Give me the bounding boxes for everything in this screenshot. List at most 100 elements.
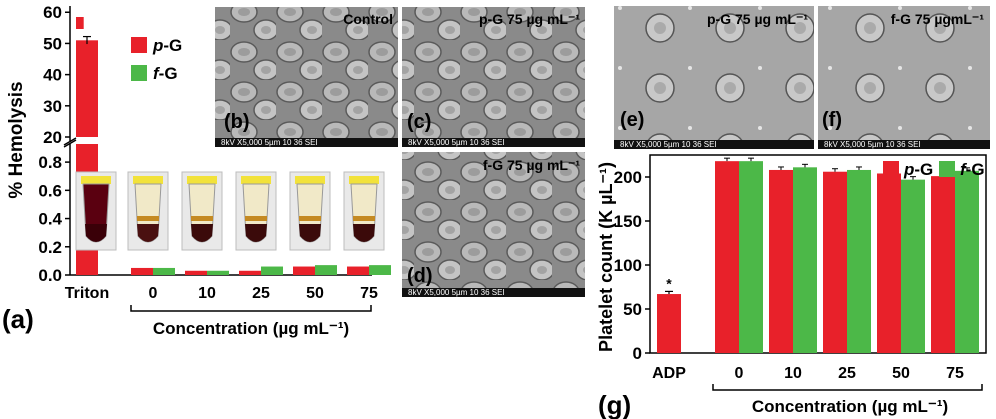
sem-scale-bar: 8kV X5,000 5µm 10 36 SEI: [824, 140, 921, 149]
test-tube-photo: [75, 171, 117, 251]
tube-pellet: [191, 224, 213, 242]
plot-frame: [649, 154, 987, 354]
x-bracket: [130, 305, 372, 312]
bar-f-G-10: [793, 167, 817, 353]
bar-f-G-25: [261, 266, 283, 275]
x-tick-label: 25: [252, 285, 270, 302]
y-tick-label: 0.0: [38, 266, 62, 285]
sem-caption: p-G 75 µg mL⁻¹: [479, 11, 580, 27]
y-tick-label: 0.6: [38, 181, 62, 200]
sem-caption: p-G 75 µg mL⁻¹: [707, 11, 808, 27]
sem-image-platelet-fG: 8kV X5,000 5µm 10 36 SEI f-G 75 µgmL⁻¹ (…: [818, 6, 990, 149]
panel-label-g: (g): [598, 390, 631, 419]
test-tube-photo: [181, 171, 223, 251]
sem-scale-bar: 8kV X5,000 5µm 10 36 SEI: [221, 138, 318, 147]
x-tick-label: 10: [784, 365, 802, 382]
bar-p-G-50: [877, 173, 901, 353]
y-tick-label: 100: [614, 256, 642, 275]
bar-f-G-50: [901, 179, 925, 353]
sem-image-platelet-pG: 8kV X5,000 5µm 10 36 SEI p-G 75 µg mL⁻¹ …: [614, 6, 814, 149]
bar-f-G-10: [207, 270, 229, 275]
tube-cap: [349, 176, 379, 184]
tube-pellet: [85, 224, 107, 242]
bar-ADP: [657, 294, 681, 353]
axis-break-mark: [63, 139, 77, 148]
panel-label-d: (d): [407, 265, 433, 287]
bar-f-G-75: [955, 170, 979, 353]
x-tick-label: 75: [946, 365, 964, 382]
sem-image-pG: 8kV X5,000 5µm 10 36 SEI p-G 75 µg mL⁻¹ …: [402, 7, 585, 147]
x-tick-label-triton: Triton: [65, 285, 109, 302]
tube-pellet: [299, 224, 321, 242]
legend-label: p-G: [152, 36, 182, 55]
y-tick-label: 50: [43, 34, 62, 53]
tube-pellet: [245, 224, 267, 242]
y-tick-label: 0: [633, 344, 642, 363]
bar-p-G-10: [769, 169, 793, 353]
test-tube-photo: [289, 171, 331, 251]
axis-break-mark: [63, 137, 77, 146]
x-axis-label: Concentration (µg mL⁻¹): [752, 397, 948, 416]
y-tick-label: 150: [614, 212, 642, 231]
x-tick-label: 10: [198, 285, 216, 302]
x-tick-label: 50: [306, 285, 324, 302]
tube-supernatant: [353, 216, 375, 221]
x-axis-label: Concentration (µg mL⁻¹): [153, 319, 349, 338]
bar-p-G-0: [715, 161, 739, 353]
test-tube-photo: [235, 171, 277, 251]
bar-p-G-25: [239, 270, 261, 275]
bar-f-G-0: [153, 267, 175, 275]
legend-label: p-G: [903, 160, 933, 179]
hemolysis-chart: 0.0 0.2 0.4 0.6 0.8 20 30 40 50 60 % Hemolysis Trit…: [2, 3, 391, 338]
panel-label-a: (a): [2, 304, 34, 334]
tube-cap: [241, 176, 271, 184]
sem-image-fG: 8kV X5,000 5µm 10 36 SEI f-G 75 µg mL⁻¹ …: [402, 152, 585, 297]
y-tick-label: 30: [43, 97, 62, 116]
legend-label: f-G: [153, 64, 178, 83]
bar-f-G-75: [369, 265, 391, 275]
bar-triton: [76, 40, 98, 137]
panel-label-b: (b): [224, 111, 250, 133]
x-tick-label: 0: [149, 285, 158, 302]
tube-pellet: [353, 224, 375, 242]
bar-p-G-0: [131, 267, 153, 275]
sem-caption: f-G 75 µg mL⁻¹: [483, 157, 580, 173]
x-tick-label: 75: [360, 285, 378, 302]
bar-p-G-75: [347, 266, 369, 275]
legend-label: f-G: [960, 160, 985, 179]
sem-scale-bar: 8kV X5,000 5µm 10 36 SEI: [408, 138, 505, 147]
y-tick-label: 50: [623, 300, 642, 319]
tube-supernatant: [137, 216, 159, 221]
x-bracket: [712, 384, 983, 391]
bar-triton-top: [76, 17, 84, 29]
sem-caption: Control: [343, 11, 393, 27]
x-tick-label: 50: [892, 365, 910, 382]
y-tick-label: 0.2: [38, 238, 62, 257]
bar-f-G-25: [847, 169, 871, 353]
y-tick-label: 0.4: [38, 210, 62, 229]
tube-supernatant: [245, 216, 267, 221]
legend-swatch: [939, 161, 955, 177]
bar-p-G-25: [823, 171, 847, 353]
y-tick-label: 60: [43, 3, 62, 22]
y-tick-label: 0.8: [38, 153, 62, 172]
sem-image-control: 8kV X5,000 5µm 10 36 SEI Control (b): [215, 7, 398, 147]
panel-label-e: (e): [620, 109, 644, 131]
test-tube-photo: [343, 171, 385, 251]
y-tick-label: 200: [614, 168, 642, 187]
sem-caption: f-G 75 µgmL⁻¹: [891, 11, 985, 27]
test-tube-photo: [127, 171, 169, 251]
y-tick-label: 20: [43, 128, 62, 147]
y-axis-label: Platelet count (K µL⁻¹): [596, 162, 616, 352]
tube-supernatant: [191, 216, 213, 221]
bar-p-G-50: [293, 266, 315, 275]
y-axis-label: % Hemolysis: [6, 81, 27, 198]
bar-p-G-10: [185, 270, 207, 275]
sem-scale-bar: 8kV X5,000 5µm 10 36 SEI: [620, 140, 717, 149]
significance-marker: *: [666, 275, 672, 291]
panel-label-f: (f): [822, 109, 842, 131]
tube-pellet: [137, 224, 159, 242]
tube-cap: [81, 176, 111, 184]
